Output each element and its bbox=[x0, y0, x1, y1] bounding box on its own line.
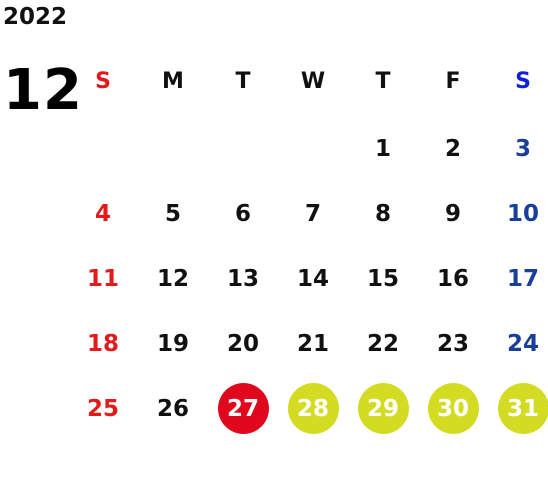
day-cell: 22 bbox=[366, 330, 399, 357]
day-cell: 13 bbox=[226, 265, 259, 292]
highlight-circle-lime: 30 bbox=[427, 383, 479, 434]
calendar-grid: S M T W T F S 1 2 3 4 5 6 7 8 9 10 11 12… bbox=[68, 46, 548, 441]
day-cell: 14 bbox=[296, 265, 329, 292]
day-cell-highlighted: 27 bbox=[208, 376, 278, 441]
day-cell: 21 bbox=[296, 330, 329, 357]
day-cell: 6 bbox=[234, 200, 251, 227]
day-cell: 11 bbox=[86, 265, 119, 292]
day-cell: 3 bbox=[514, 135, 531, 162]
week-row-4: 18 19 20 21 22 23 24 bbox=[68, 311, 548, 376]
day-cell: 20 bbox=[226, 330, 259, 357]
day-cell bbox=[278, 116, 348, 181]
week-row-3: 11 12 13 14 15 16 17 bbox=[68, 246, 548, 311]
year-label: 2022 bbox=[3, 4, 68, 30]
day-cell-highlighted: 31 bbox=[488, 376, 548, 441]
day-cell: 5 bbox=[164, 200, 181, 227]
week-row-5: 25 26 27 28 29 30 31 bbox=[68, 376, 548, 441]
week-row-2: 4 5 6 7 8 9 10 bbox=[68, 181, 548, 246]
day-cell: 1 bbox=[374, 135, 391, 162]
weekday-monday: M bbox=[162, 68, 184, 94]
day-cell: 10 bbox=[506, 200, 539, 227]
day-cell-highlighted: 28 bbox=[278, 376, 348, 441]
day-cell: 19 bbox=[156, 330, 189, 357]
day-cell: 24 bbox=[506, 330, 539, 357]
day-cell bbox=[208, 116, 278, 181]
highlight-circle-lime: 28 bbox=[287, 383, 339, 434]
day-cell: 9 bbox=[444, 200, 461, 227]
highlight-circle-lime: 29 bbox=[357, 383, 409, 434]
day-cell-highlighted: 30 bbox=[418, 376, 488, 441]
weekday-thursday: T bbox=[375, 68, 391, 94]
weekday-sunday: S bbox=[95, 68, 111, 94]
highlight-circle-lime: 31 bbox=[497, 383, 548, 434]
day-cell: 16 bbox=[436, 265, 469, 292]
weekday-friday: F bbox=[445, 68, 461, 94]
day-cell: 17 bbox=[506, 265, 539, 292]
weekday-header-row: S M T W T F S bbox=[68, 46, 548, 116]
day-cell bbox=[68, 116, 138, 181]
day-cell-highlighted: 29 bbox=[348, 376, 418, 441]
week-row-1: 1 2 3 bbox=[68, 116, 548, 181]
day-cell: 12 bbox=[156, 265, 189, 292]
day-cell: 25 bbox=[86, 395, 119, 422]
day-cell: 2 bbox=[444, 135, 461, 162]
day-cell bbox=[138, 116, 208, 181]
weekday-tuesday: T bbox=[235, 68, 251, 94]
highlight-circle-red: 27 bbox=[217, 383, 269, 434]
day-cell: 26 bbox=[156, 395, 189, 422]
day-cell: 8 bbox=[374, 200, 391, 227]
day-cell: 4 bbox=[94, 200, 111, 227]
weekday-wednesday: W bbox=[300, 68, 326, 94]
weekday-saturday: S bbox=[515, 68, 531, 94]
month-number: 12 bbox=[3, 58, 83, 123]
day-cell: 23 bbox=[436, 330, 469, 357]
day-cell: 18 bbox=[86, 330, 119, 357]
day-cell: 15 bbox=[366, 265, 399, 292]
day-cell: 7 bbox=[304, 200, 321, 227]
